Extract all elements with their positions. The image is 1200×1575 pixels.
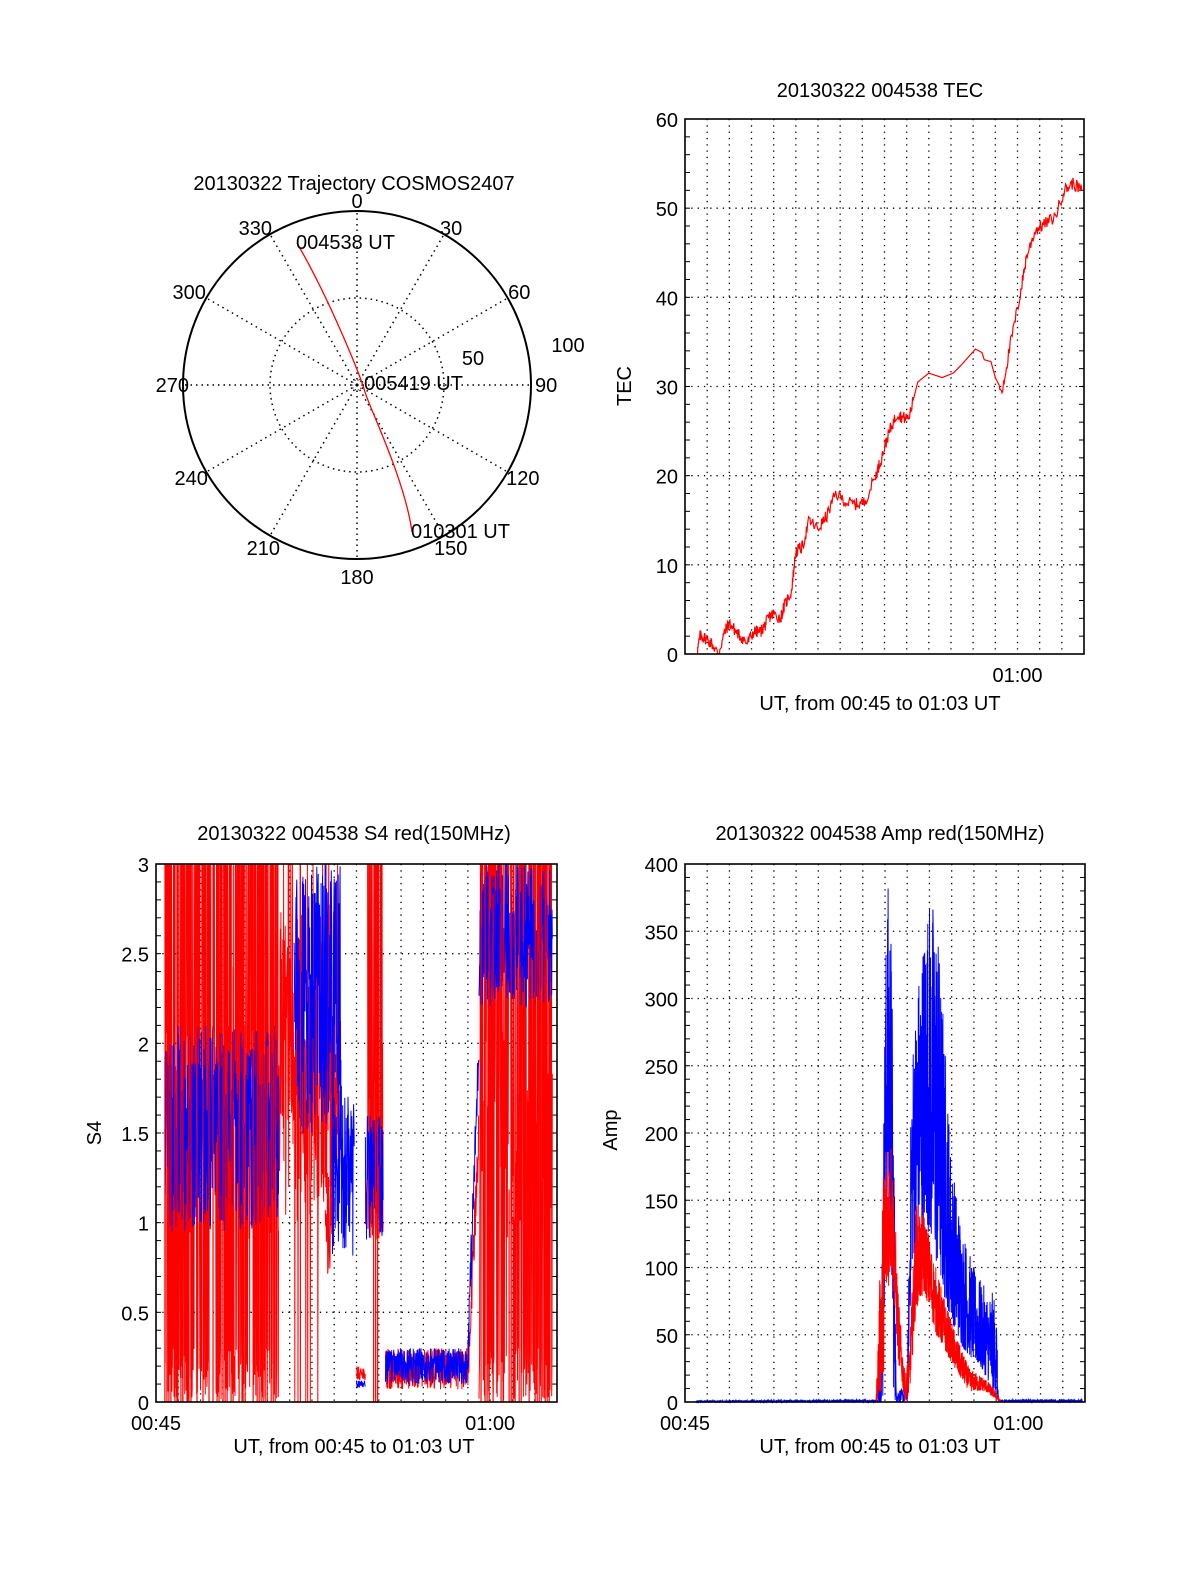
y-tick-label: 50 xyxy=(656,199,678,221)
spoke-150 xyxy=(356,384,445,537)
y-tick-label: 20 xyxy=(656,467,678,489)
spoke-120 xyxy=(356,384,509,473)
azimuth-label: 150 xyxy=(434,538,467,560)
y-tick-label: 300 xyxy=(645,990,678,1012)
s4-blue-segment xyxy=(467,1059,480,1368)
series-group xyxy=(164,864,553,1402)
x-tick-label: 00:45 xyxy=(131,1413,181,1435)
azimuth-label: 90 xyxy=(535,375,557,397)
y-tick-label: 350 xyxy=(645,922,678,944)
y-axis-label: S4 xyxy=(84,1121,106,1145)
y-tick-label: 150 xyxy=(645,1191,678,1213)
chart-title: 20130322 004538 S4 red(150MHz) xyxy=(197,823,511,845)
plot-frame xyxy=(684,863,1086,1403)
y-tick-label: 30 xyxy=(656,378,678,400)
y-tick-label: 1.5 xyxy=(121,1124,149,1146)
x-tick-label: 00:45 xyxy=(660,1413,710,1435)
s4-chart: 20130322 004538 S4 red(150MHz) S4 UT, fr… xyxy=(84,823,558,1458)
x-axis-label: UT, from 00:45 to 01:03 UT xyxy=(759,693,1000,715)
y-tick-label: 10 xyxy=(656,556,678,578)
azimuth-label: 270 xyxy=(156,375,189,397)
spoke-210 xyxy=(269,384,358,537)
radial-label: 100 xyxy=(551,335,584,357)
chart-title: 20130322 004538 TEC xyxy=(777,80,983,102)
end-time-label: 010301 UT xyxy=(411,521,510,543)
s4-blue-segment xyxy=(364,1115,384,1240)
spoke-60 xyxy=(356,297,509,386)
chart-title: 20130322 Trajectory COSMOS2407 xyxy=(193,173,514,195)
x-tick-label: 01:00 xyxy=(992,665,1042,687)
s4-blue-segment xyxy=(385,1348,469,1385)
y-tick-label: 50 xyxy=(656,1326,678,1348)
s4-blue-segment xyxy=(293,864,342,1133)
y-tick-label: 40 xyxy=(656,288,678,310)
s4-plot-area: 0 0.5 1 1.5 2 2.5 3 00:45 01:00 xyxy=(121,855,558,1435)
trajectory-line xyxy=(296,242,413,533)
chart-title: 20130322 004538 Amp red(150MHz) xyxy=(715,823,1044,845)
azimuth-label: 120 xyxy=(506,468,539,490)
azimuth-label: 30 xyxy=(440,218,462,240)
trajectory-series xyxy=(296,242,413,533)
y-axis-label: TEC xyxy=(614,366,636,406)
s4-red-segment xyxy=(467,1115,480,1386)
azimuth-label: 0 xyxy=(351,191,362,213)
x-tick-label: 01:00 xyxy=(993,1413,1043,1435)
y-tick-label: 200 xyxy=(645,1124,678,1146)
plot-frame xyxy=(684,118,1085,655)
amp-red-series xyxy=(875,1148,1002,1403)
azimuth-label: 60 xyxy=(508,282,530,304)
azimuth-labels: 0 30 60 90 120 150 180 210 240 270 300 330 50 100 xyxy=(156,191,585,589)
s4-blue-segment xyxy=(356,1380,366,1389)
tec-series-line xyxy=(696,177,1083,655)
start-time-label: 004538 UT xyxy=(296,232,395,254)
center-ring xyxy=(351,379,363,391)
y-tick-label: 0 xyxy=(667,645,678,667)
spoke-240 xyxy=(205,384,358,473)
spoke-30 xyxy=(356,233,445,386)
polar-grid xyxy=(182,210,532,560)
azimuth-label: 300 xyxy=(173,282,206,304)
s4-blue-segment xyxy=(331,1080,355,1256)
azimuth-label: 210 xyxy=(247,538,280,560)
tec-chart: 20130322 004538 TEC TEC UT, from 00:45 t… xyxy=(614,80,1085,715)
y-tick-label: 1 xyxy=(138,1214,149,1236)
trajectory-polar-chart: 20130322 Trajectory COSMOS2407 0 30 60 90 12… xyxy=(156,173,585,589)
azimuth-label: 180 xyxy=(340,567,373,589)
y-tick-label: 0 xyxy=(138,1393,149,1415)
ring-50 xyxy=(269,297,445,473)
amp-plot-area: 0 50 100 150 200 250 300 350 400 00:45 01:00 xyxy=(645,855,1086,1435)
outer-circle xyxy=(182,210,532,560)
spoke-300 xyxy=(205,297,358,386)
y-tick-label: 250 xyxy=(645,1057,678,1079)
amp-chart: 20130322 004538 Amp red(150MHz) Amp UT, … xyxy=(600,823,1086,1458)
x-axis-label: UT, from 00:45 to 01:03 UT xyxy=(759,1436,1000,1458)
plot-frame xyxy=(155,863,558,1403)
zenith-time-label: 005419 UT xyxy=(364,373,463,395)
x-tick-label: 01:00 xyxy=(465,1413,515,1435)
x-axis-label: UT, from 00:45 to 01:03 UT xyxy=(233,1436,474,1458)
azimuth-label: 330 xyxy=(239,218,272,240)
azimuth-label: 240 xyxy=(175,468,208,490)
y-axis-label: Amp xyxy=(600,1109,622,1150)
y-tick-label: 2 xyxy=(138,1034,149,1056)
time-annotations: 004538 UT 005419 UT 010301 UT xyxy=(296,232,510,543)
y-tick-label: 60 xyxy=(656,110,678,132)
s4-red-segment xyxy=(356,1366,366,1381)
y-tick-label: 0.5 xyxy=(121,1303,149,1325)
y-tick-label: 3 xyxy=(138,855,149,877)
y-tick-label: 0 xyxy=(667,1393,678,1415)
amp-blue-series xyxy=(695,888,1084,1404)
y-tick-label: 400 xyxy=(645,855,678,877)
tec-plot-area: 0 10 20 30 40 50 60 01:00 xyxy=(656,110,1085,687)
radial-label: 50 xyxy=(462,348,484,370)
spoke-330 xyxy=(269,233,358,386)
y-tick-label: 100 xyxy=(645,1259,678,1281)
y-tick-label: 2.5 xyxy=(121,945,149,967)
